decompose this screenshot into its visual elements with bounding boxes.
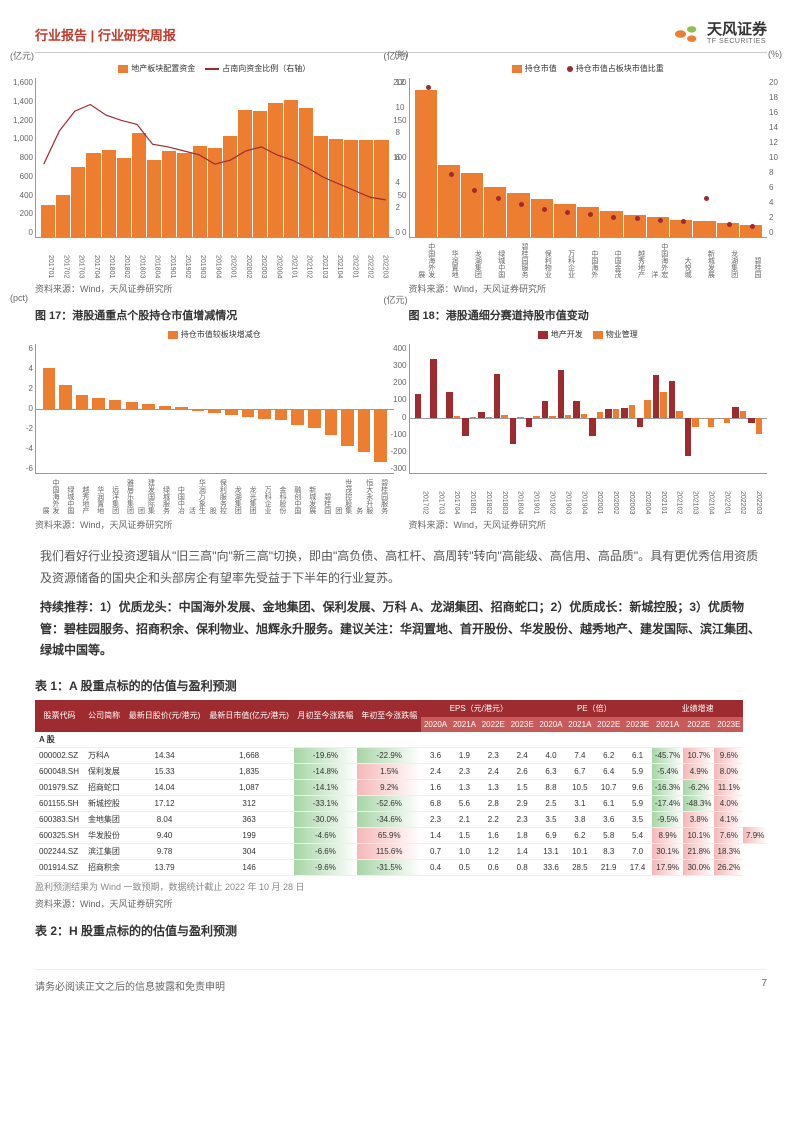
page-number: 7: [761, 978, 767, 993]
bar: [291, 409, 304, 425]
bar: [92, 398, 105, 409]
bar: [359, 140, 373, 237]
bar: [253, 111, 267, 237]
logo-icon: [673, 20, 701, 48]
bar: [258, 409, 271, 420]
bar: [344, 140, 358, 237]
table-row: 001979.SZ招商蛇口14.041,087-14.1%9.2%1.61.31…: [35, 779, 767, 795]
chart-15: 地产板块配置资金 占南向资金比例（右轴） (亿元) (%) 1,6001,400…: [35, 63, 394, 295]
bar: [147, 160, 161, 238]
logo-en: TF SECURITIES: [707, 38, 767, 46]
logo: 天风证券 TF SECURITIES: [673, 20, 767, 48]
bar: [325, 409, 338, 436]
table-row: 600383.SH金地集团8.04363-30.0%-34.6%2.32.12.…: [35, 811, 767, 827]
bar: [299, 108, 313, 237]
bar: [329, 139, 343, 237]
bar: [268, 103, 282, 237]
recommendation-para1: 我们看好行业投资逻辑从"旧三高"向"新三高"切换，即由"高负债、高杠杆、高周转"…: [40, 546, 762, 589]
bar: [314, 136, 328, 237]
disclaimer: 请务必阅读正文之后的信息披露和免责申明: [35, 978, 225, 993]
table-row: 002244.SZ滨江集团9.78304-6.6%115.6%0.71.01.2…: [35, 843, 767, 859]
bar: [208, 409, 221, 413]
bar: [117, 158, 131, 238]
bar: [341, 409, 354, 447]
valuation-table-a: 股票代码公司简称最新日股价(元/港元)最新日市值(亿元/港元)月初至今涨跌幅年初…: [35, 700, 767, 876]
bar: [193, 146, 207, 237]
bar: [223, 136, 237, 237]
bar: [208, 148, 222, 237]
bar: [162, 151, 176, 237]
bar: [126, 402, 139, 408]
table1-title: 表 1：A 股重点标的的估值与盈利预测: [35, 677, 767, 694]
bar: [71, 167, 85, 237]
chart-16: 持仓市值 持仓市值占板块市值比重 (亿元) (%) 200150100500 2…: [409, 63, 768, 295]
bar: [102, 150, 116, 237]
chart15-legend: 地产板块配置资金 占南向资金比例（右轴）: [35, 63, 394, 74]
table-row: 601155.SH新城控股17.12312-33.1%-52.6%6.85.62…: [35, 795, 767, 811]
bar: [142, 404, 155, 408]
bar: [225, 409, 238, 415]
bar: [56, 195, 70, 237]
bar: [175, 407, 188, 408]
bar: [59, 385, 72, 409]
bar: [86, 153, 100, 237]
bar: [159, 406, 172, 408]
table-row: 600048.SH保利发展15.331,835-14.8%1.5%2.42.32…: [35, 763, 767, 779]
bar: [43, 368, 56, 409]
chart-17: 图 17：港股通重点个股持仓市值增减情况 持仓市值较板块增减仓 (pct) 64…: [35, 307, 394, 531]
recommendation-para2: 持续推荐：1）优质龙头：中国海外发展、金地集团、保利发展、万科 A、龙湖集团、招…: [40, 597, 762, 662]
table-row: 001914.SZ招商积余13.79146-9.6%-31.5%0.40.50.…: [35, 859, 767, 875]
bar: [242, 409, 255, 418]
bar: [358, 409, 371, 452]
chart16-legend: 持仓市值 持仓市值占板块市值比重: [409, 63, 768, 74]
table-row: 600325.SH华发股份9.40199-4.6%65.9%1.41.51.61…: [35, 827, 767, 843]
bar: [192, 409, 205, 411]
table2-title: 表 2：H 股重点标的的估值与盈利预测: [35, 922, 767, 939]
bar: [76, 395, 89, 409]
bar: [41, 205, 55, 237]
bar: [177, 153, 191, 237]
bar: [275, 409, 288, 421]
bar: [284, 100, 298, 237]
bar: [308, 409, 321, 428]
table-row: 000002.SZ万科A14.341,668-19.6%-22.9%3.61.9…: [35, 747, 767, 763]
bar: [109, 400, 122, 409]
breadcrumb: 行业报告 | 行业研究周报: [35, 25, 176, 44]
body-text: 我们看好行业投资逻辑从"旧三高"向"新三高"切换，即由"高负债、高杠杆、高周转"…: [35, 546, 767, 662]
bar: [238, 110, 252, 237]
bar: [132, 133, 146, 237]
chart-18: 图 18：港股通细分赛道持股市值变动 地产开发 物业管理 (亿元) 400300…: [409, 307, 768, 531]
page-footer: 请务必阅读正文之后的信息披露和免责申明 7: [35, 969, 767, 993]
logo-cn: 天风证券: [707, 22, 767, 39]
